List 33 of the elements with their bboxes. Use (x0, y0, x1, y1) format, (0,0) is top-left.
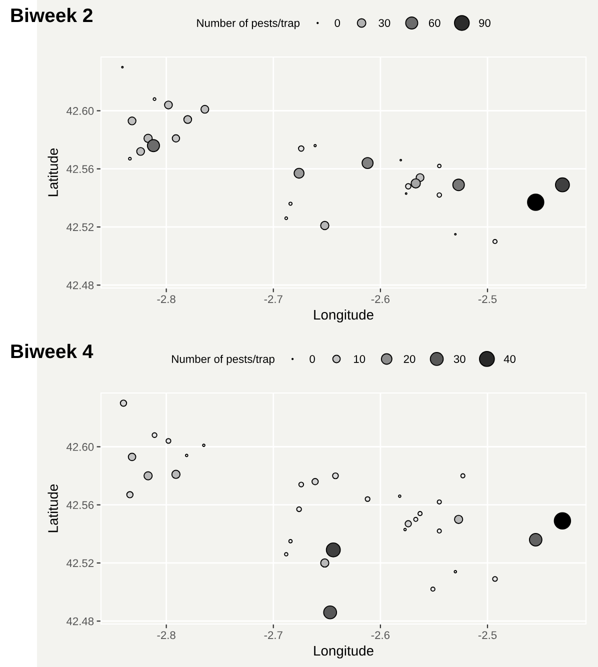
y-tick-label: 42.60 (66, 443, 94, 451)
y-axis-title: Latitude (48, 484, 58, 532)
x-axis-title: Longitude (314, 645, 374, 658)
legend-title: Number of pests/trap (172, 354, 274, 366)
y-tick-label: 42.48 (66, 281, 94, 290)
legend-label: 90 (479, 19, 490, 27)
legend-label: 40 (504, 355, 516, 363)
y-tick-label: 42.52 (66, 223, 94, 232)
legend-label: 30 (378, 19, 390, 27)
y-tick-label: 42.56 (66, 165, 94, 174)
legend-label: 10 (354, 355, 366, 363)
legend-label: 0 (334, 19, 340, 27)
legend-label: 20 (404, 355, 416, 363)
y-axis-title: Latitude (48, 148, 58, 196)
x-tick-label: -2.8 (157, 295, 176, 304)
x-tick-label: -2.5 (478, 631, 497, 640)
y-tick-label: 42.48 (66, 617, 94, 626)
legend-title: Number of pests/trap (197, 18, 300, 30)
chart-title: Biweek 4 (11, 344, 94, 358)
chart-title: Biweek 2 (11, 8, 92, 22)
x-tick-label: -2.6 (371, 631, 390, 640)
legend-label: 0 (310, 355, 315, 363)
x-tick-label: -2.5 (478, 295, 497, 304)
legend-label: 30 (454, 355, 466, 363)
x-axis-title: Longitude (314, 309, 374, 322)
y-tick-label: 42.56 (66, 501, 94, 510)
x-tick-label: -2.7 (264, 631, 282, 639)
legend-label: 60 (428, 19, 440, 27)
x-tick-label: -2.6 (371, 295, 390, 304)
x-tick-label: -2.7 (264, 295, 282, 303)
y-tick-label: 42.60 (66, 107, 94, 115)
y-tick-label: 42.52 (66, 559, 94, 568)
x-tick-label: -2.8 (157, 631, 176, 640)
